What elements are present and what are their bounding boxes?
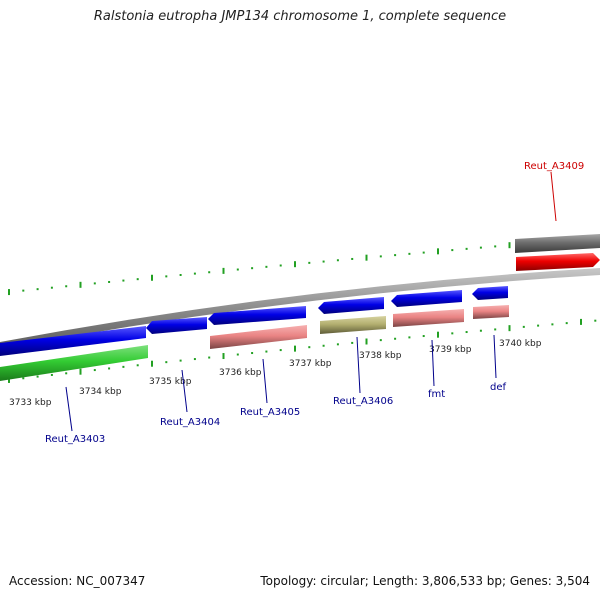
- scale-label-3739: 3739 kbp: [429, 345, 472, 355]
- leader-reut-a3406: [356, 336, 361, 394]
- inner-tick-ring: [8, 318, 597, 383]
- scale-label-3736: 3736 kbp: [219, 368, 262, 378]
- leader-reut-a3403: [65, 386, 73, 432]
- chromosome-backbone: [0, 268, 600, 349]
- leader-reut-a3405: [262, 358, 268, 404]
- scale-label-3735: 3735 kbp: [149, 377, 192, 387]
- feature-olive-reut-a3406[interactable]: [320, 316, 386, 334]
- gene-label-reut-a3404[interactable]: Reut_A3404: [160, 417, 220, 428]
- topology-text: Topology: circular; Length: 3,806,533 bp…: [260, 574, 590, 588]
- gene-arrow-reut-a3403[interactable]: [0, 326, 146, 356]
- scale-label-3740: 3740 kbp: [499, 339, 542, 349]
- gene-arrow-reut-a3404[interactable]: [146, 317, 207, 334]
- feature-gray-reut-a3409[interactable]: [515, 234, 600, 253]
- scale-label-3734: 3734 kbp: [79, 387, 122, 397]
- leader-reut-a3409: [550, 171, 557, 222]
- leader-def: [493, 334, 497, 379]
- gene-arrow-def[interactable]: [472, 286, 508, 300]
- gene-label-def[interactable]: def: [490, 382, 507, 393]
- gene-label-reut-a3409[interactable]: Reut_A3409: [524, 161, 584, 172]
- gene-label-reut-a3406[interactable]: Reut_A3406: [333, 396, 393, 407]
- feature-pink-def[interactable]: [473, 305, 509, 319]
- scale-label-3737: 3737 kbp: [289, 359, 332, 369]
- accession-text: Accession: NC_007347: [9, 574, 146, 588]
- gene-label-reut-a3403[interactable]: Reut_A3403: [45, 434, 105, 445]
- gene-arrow-reut-a3405[interactable]: [208, 306, 306, 325]
- gene-label-fmt[interactable]: fmt: [428, 389, 445, 400]
- scale-label-3738: 3738 kbp: [359, 351, 402, 361]
- leader-reut-a3404: [181, 369, 188, 413]
- gene-arrow-reut-a3406[interactable]: [318, 297, 384, 314]
- leader-fmt: [431, 339, 435, 387]
- map-title: Ralstonia eutropha JMP134 chromosome 1, …: [93, 9, 507, 24]
- scale-label-3733: 3733 kbp: [9, 398, 52, 408]
- feature-pink-fmt[interactable]: [393, 309, 464, 327]
- gene-arrow-fmt[interactable]: [391, 290, 462, 307]
- feature-pink-reut-a3405[interactable]: [210, 325, 307, 349]
- gene-arrow-reut-a3409[interactable]: [516, 253, 600, 271]
- feature-green-reut-a3403[interactable]: [0, 345, 148, 381]
- gene-label-reut-a3405[interactable]: Reut_A3405: [240, 407, 300, 418]
